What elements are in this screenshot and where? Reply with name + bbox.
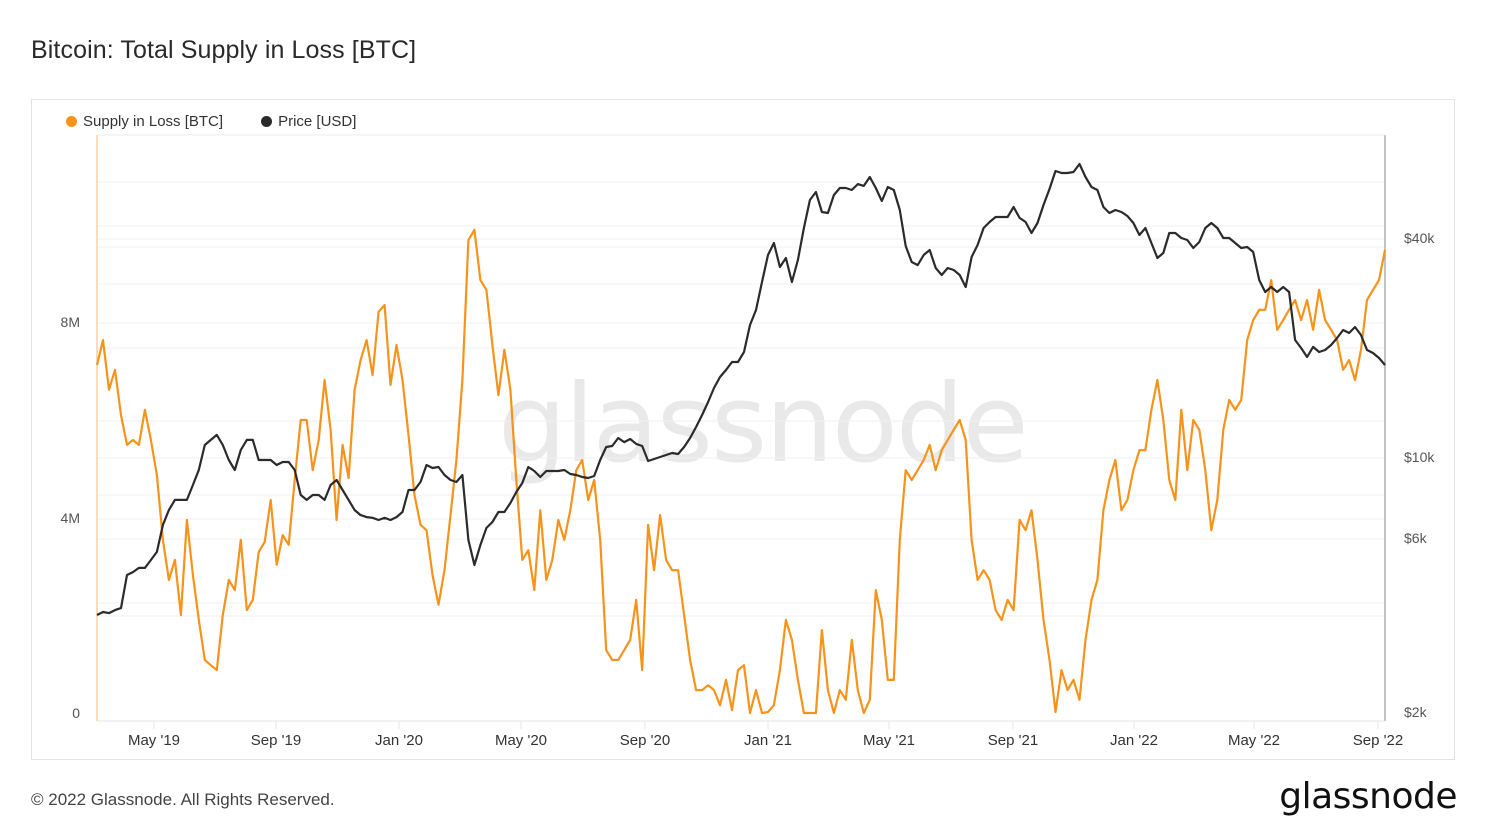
x-tick-label: May '20 bbox=[494, 732, 548, 749]
x-tick-label: Sep '19 bbox=[250, 732, 302, 749]
legend-dot-icon bbox=[66, 116, 77, 127]
legend-item-supply-in-loss[interactable]: Supply in Loss [BTC] bbox=[66, 113, 223, 130]
glassnode-logo[interactable]: glassnode bbox=[1279, 776, 1457, 817]
chart-card bbox=[31, 99, 1455, 760]
chart-legend: Supply in Loss [BTC] Price [USD] bbox=[66, 113, 394, 130]
x-tick-label: Sep '22 bbox=[1352, 732, 1404, 749]
x-tick-marks bbox=[153, 721, 1379, 729]
y2-tick-label: $10k bbox=[1404, 449, 1435, 465]
x-tick-label: May '22 bbox=[1227, 732, 1281, 749]
x-tick-label: Jan '21 bbox=[744, 732, 792, 749]
legend-dot-icon bbox=[261, 116, 273, 127]
y2-tick-label: $6k bbox=[1404, 530, 1427, 546]
y2-tick-label: $40k bbox=[1404, 230, 1435, 246]
copyright-text: © 2022 Glassnode. All Rights Reserved. bbox=[31, 790, 335, 809]
x-tick-label: Sep '21 bbox=[987, 732, 1039, 749]
y-tick-label: 8M bbox=[60, 314, 80, 330]
legend-item-price[interactable]: Price [USD] bbox=[261, 113, 356, 130]
x-tick-label: Jan '22 bbox=[1110, 732, 1158, 749]
x-tick-label: Sep '20 bbox=[619, 732, 671, 749]
x-tick-label: May '21 bbox=[862, 732, 916, 749]
x-tick-label: May '19 bbox=[127, 732, 181, 749]
supply-in-loss-line bbox=[95, 228, 1387, 715]
gridlines bbox=[97, 181, 1385, 617]
legend-label: Price [USD] bbox=[278, 113, 357, 130]
price-line bbox=[96, 162, 1386, 616]
y-tick-label: 0 bbox=[72, 705, 80, 721]
y-tick-label: 4M bbox=[60, 510, 80, 526]
chart-title: Bitcoin: Total Supply in Loss [BTC] bbox=[31, 36, 417, 64]
y2-tick-label: $2k bbox=[1404, 704, 1427, 720]
x-tick-label: Jan '20 bbox=[375, 732, 423, 749]
legend-label: Supply in Loss [BTC] bbox=[83, 113, 224, 130]
